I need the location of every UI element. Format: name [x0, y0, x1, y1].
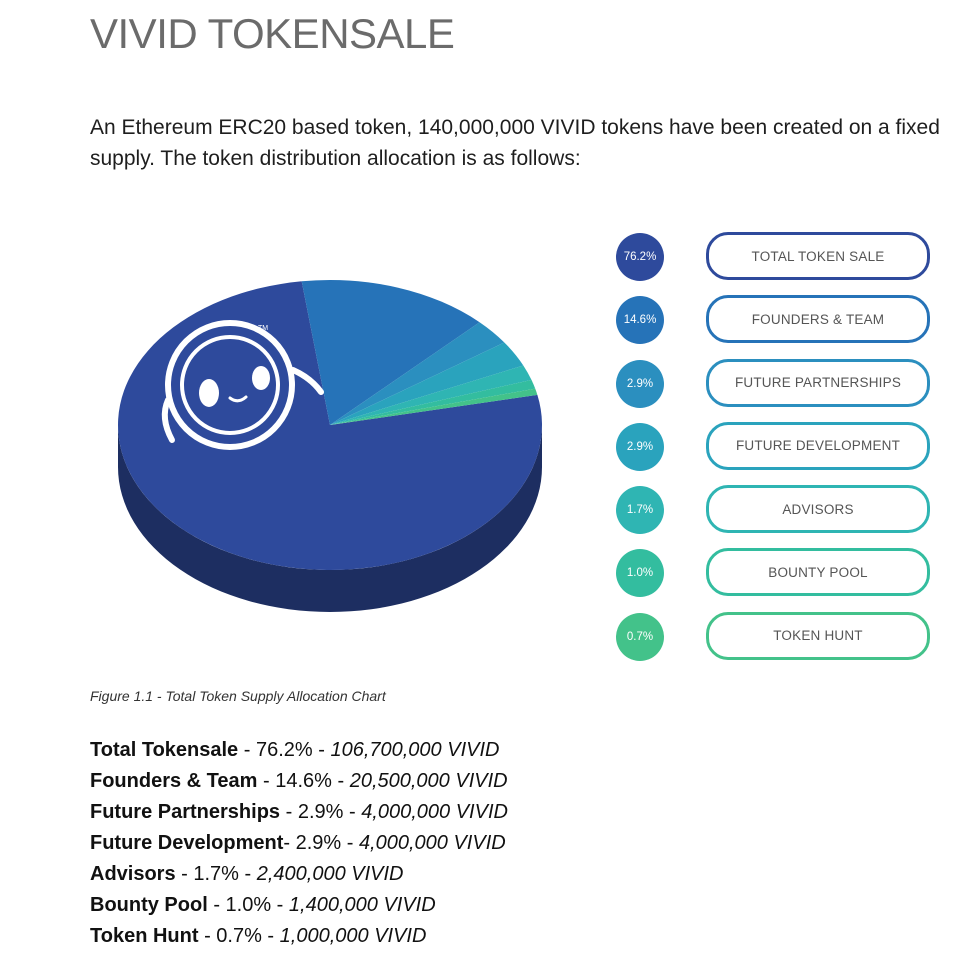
- legend-row: 0.7% TOKEN HUNT: [612, 611, 942, 675]
- legend-row: 76.2% TOTAL TOKEN SALE: [612, 232, 942, 295]
- logo-trademark: TM: [258, 325, 268, 332]
- pie-top: [118, 280, 542, 570]
- figure-caption: Figure 1.1 - Total Token Supply Allocati…: [90, 688, 386, 704]
- breakdown-percent: - 1.7% -: [175, 863, 257, 885]
- breakdown-percent: - 1.0% -: [207, 894, 289, 916]
- breakdown-item: Total Tokensale - 76.2% - 106,700,000 VI…: [90, 735, 508, 766]
- legend-percent-badge: 2.9%: [616, 422, 664, 471]
- legend-row: 2.9% FUTURE DEVELOPMENT: [612, 421, 942, 485]
- breakdown-item: Founders & Team - 14.6% - 20,500,000 VIV…: [90, 766, 508, 797]
- legend-row: 14.6% FOUNDERS & TEAM: [612, 295, 942, 358]
- breakdown-amount: 1,000,000 VIVID: [279, 925, 427, 947]
- pie-slice: [330, 388, 538, 425]
- legend-label: TOTAL TOKEN SALE: [706, 232, 930, 280]
- pie-slice: [330, 365, 532, 425]
- breakdown-name: Future Development: [90, 832, 284, 854]
- chart-legend: 76.2% TOTAL TOKEN SALE 14.6% FOUNDERS & TEA…: [612, 232, 942, 675]
- breakdown-item: Advisors - 1.7% - 2,400,000 VIVID: [90, 859, 508, 890]
- breakdown-name: Future Partnerships: [90, 801, 281, 823]
- breakdown-amount: 20,500,000 VIVID: [349, 770, 508, 792]
- allocation-pie-chart: TM: [118, 280, 542, 612]
- legend-percent-badge: 14.6%: [616, 296, 664, 345]
- breakdown-percent: - 14.6% -: [257, 770, 350, 792]
- breakdown-percent: - 0.7% -: [198, 925, 280, 947]
- legend-percent-badge: 1.0%: [616, 549, 664, 598]
- breakdown-amount: 2,400,000 VIVID: [256, 863, 404, 885]
- legend-label: BOUNTY POOL: [706, 548, 930, 597]
- pie-slice: [330, 379, 536, 425]
- breakdown-amount: 4,000,000 VIVID: [361, 801, 508, 823]
- breakdown-amount: 106,700,000 VIVID: [330, 739, 500, 761]
- pie-slice-side: [118, 425, 542, 612]
- breakdown-name: Bounty Pool: [90, 894, 208, 916]
- legend-label: FUTURE PARTNERSHIPS: [706, 358, 930, 407]
- vivid-logo-icon: TM: [161, 320, 324, 450]
- legend-label: ADVISORS: [706, 485, 930, 534]
- breakdown-percent: - 2.9% -: [280, 801, 362, 823]
- intro-paragraph: An Ethereum ERC20 based token, 140,000,0…: [90, 116, 940, 170]
- breakdown-amount: 1,400,000 VIVID: [288, 894, 436, 916]
- breakdown-item: Bounty Pool - 1.0% - 1,400,000 VIVID: [90, 890, 508, 921]
- page-title: VIVID TOKENSALE: [90, 10, 455, 57]
- breakdown-item: Future Development- 2.9% - 4,000,000 VIV…: [90, 828, 508, 859]
- breakdown-percent: - 2.9% -: [283, 832, 359, 854]
- breakdown-percent: - 76.2% -: [238, 739, 331, 761]
- pie-slice: [330, 342, 524, 425]
- breakdown-name: Token Hunt: [90, 925, 199, 947]
- breakdown-name: Total Tokensale: [90, 739, 239, 761]
- breakdown-amount: 4,000,000 VIVID: [358, 832, 506, 854]
- pie-slice: [301, 280, 480, 425]
- allocation-breakdown-list: Total Tokensale - 76.2% - 106,700,000 VI…: [90, 735, 508, 952]
- breakdown-item: Future Partnerships - 2.9% - 4,000,000 V…: [90, 797, 508, 828]
- legend-percent-badge: 2.9%: [616, 359, 664, 408]
- legend-percent-badge: 1.7%: [616, 486, 664, 535]
- pie-slice: [330, 322, 505, 425]
- legend-percent-badge: 76.2%: [616, 233, 664, 281]
- pie-slice: [118, 281, 542, 570]
- legend-row: 2.9% FUTURE PARTNERSHIPS: [612, 358, 942, 422]
- legend-row: 1.7% ADVISORS: [612, 485, 942, 548]
- legend-label: FOUNDERS & TEAM: [706, 295, 930, 344]
- breakdown-name: Advisors: [90, 863, 176, 885]
- legend-label: FUTURE DEVELOPMENT: [706, 421, 930, 470]
- pie-sides: [118, 425, 542, 612]
- legend-percent-badge: 0.7%: [616, 612, 664, 661]
- legend-label: TOKEN HUNT: [706, 611, 930, 660]
- breakdown-name: Founders & Team: [90, 770, 258, 792]
- breakdown-item: Token Hunt - 0.7% - 1,000,000 VIVID: [90, 921, 508, 952]
- legend-row: 1.0% BOUNTY POOL: [612, 548, 942, 611]
